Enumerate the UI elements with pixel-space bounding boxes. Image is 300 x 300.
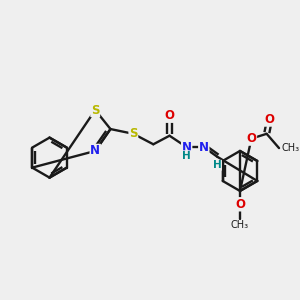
Text: N: N [182,141,192,154]
Text: H: H [182,151,191,161]
Text: S: S [129,127,138,140]
Text: O: O [246,132,256,145]
Text: N: N [199,141,209,154]
Text: S: S [91,103,100,116]
Text: H: H [213,160,221,170]
Text: CH₃: CH₃ [282,143,300,153]
Text: N: N [90,145,100,158]
Text: O: O [164,109,175,122]
Text: O: O [265,113,275,126]
Text: O: O [235,198,245,211]
Text: CH₃: CH₃ [231,220,249,230]
